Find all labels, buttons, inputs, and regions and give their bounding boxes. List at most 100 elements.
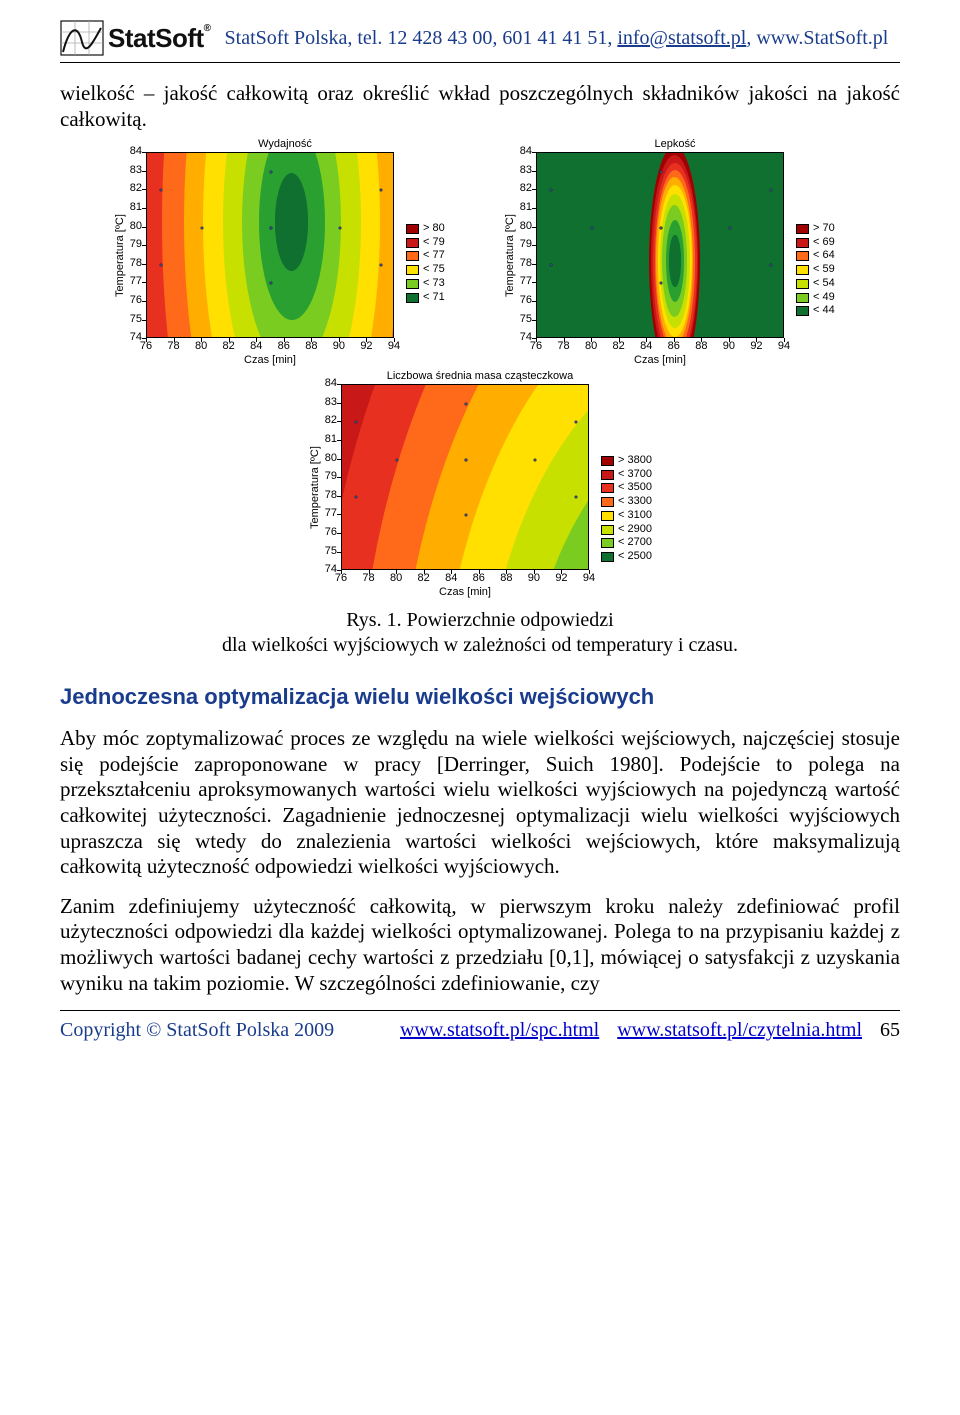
x-axis-label: Czas [min] <box>634 354 686 366</box>
y-axis-label: Temperatura [ºC] <box>114 214 126 297</box>
data-marker <box>660 170 663 173</box>
x-tick: 78 <box>167 341 179 352</box>
legend-swatch <box>796 224 809 234</box>
y-tick: 84 <box>315 378 337 389</box>
y-tick: 82 <box>120 183 142 194</box>
data-marker <box>338 226 341 229</box>
data-marker <box>159 263 162 266</box>
legend-label: < 59 <box>813 263 835 277</box>
footer-link-spc[interactable]: www.statsoft.pl/spc.html <box>400 1019 599 1042</box>
y-tick: 81 <box>120 202 142 213</box>
x-tick: 78 <box>362 573 374 584</box>
y-tick: 84 <box>120 146 142 157</box>
y-tick: 81 <box>315 434 337 445</box>
page-header: StatSoft® StatSoft Polska, tel. 12 428 4… <box>60 20 900 56</box>
x-tick: 84 <box>250 341 262 352</box>
x-tick: 90 <box>333 341 345 352</box>
legend-swatch <box>406 251 419 261</box>
legend-label: < 3300 <box>618 495 652 509</box>
page-number: 65 <box>880 1019 900 1042</box>
chart-lepkosc: Lepkość747576777879808182838476788082848… <box>494 138 856 368</box>
x-tick: 76 <box>140 341 152 352</box>
data-marker <box>270 170 273 173</box>
legend-swatch <box>601 538 614 548</box>
legend-label: < 77 <box>423 249 445 263</box>
x-tick: 80 <box>195 341 207 352</box>
legend-swatch <box>601 552 614 562</box>
x-tick: 94 <box>583 573 595 584</box>
x-tick: 88 <box>695 341 707 352</box>
header-rule <box>60 62 900 63</box>
data-marker <box>380 189 383 192</box>
x-tick: 88 <box>305 341 317 352</box>
header-email-link[interactable]: info@statsoft.pl <box>617 27 746 49</box>
y-tick: 74 <box>120 332 142 343</box>
legend-swatch <box>796 251 809 261</box>
legend-swatch <box>796 279 809 289</box>
x-tick: 88 <box>500 573 512 584</box>
paragraph-2: Zanim zdefiniujemy użyteczność całkowitą… <box>60 894 900 996</box>
legend-swatch <box>406 293 419 303</box>
chart-title: Wydajność <box>104 138 466 150</box>
x-tick: 84 <box>445 573 457 584</box>
data-marker <box>770 263 773 266</box>
chart-masa-czasteczkowa: Liczbowa średnia masa cząsteczkowa747576… <box>299 370 661 600</box>
data-marker <box>575 421 578 424</box>
legend-label: < 73 <box>423 277 445 291</box>
header-contact: StatSoft Polska, tel. 12 428 43 00, 601 … <box>225 27 889 50</box>
legend-swatch <box>796 293 809 303</box>
legend-label: < 2500 <box>618 550 652 564</box>
data-marker <box>465 514 468 517</box>
logo-curve-icon <box>60 20 104 56</box>
contour-plot <box>341 384 589 570</box>
data-marker <box>396 458 399 461</box>
y-tick: 83 <box>510 165 532 176</box>
legend-swatch <box>796 238 809 248</box>
data-marker <box>159 189 162 192</box>
y-tick: 75 <box>510 314 532 325</box>
y-tick: 82 <box>315 415 337 426</box>
legend-label: > 70 <box>813 222 835 236</box>
legend-swatch <box>601 456 614 466</box>
y-tick: 84 <box>510 146 532 157</box>
y-tick: 83 <box>120 165 142 176</box>
x-tick: 92 <box>555 573 567 584</box>
legend-swatch <box>406 224 419 234</box>
data-marker <box>270 226 273 229</box>
legend-swatch <box>796 306 809 316</box>
data-marker <box>575 495 578 498</box>
x-tick: 76 <box>530 341 542 352</box>
y-tick: 82 <box>510 183 532 194</box>
legend-label: < 3700 <box>618 468 652 482</box>
page-footer: Copyright © StatSoft Polska 2009 www.sta… <box>60 1019 900 1042</box>
chart-legend: > 70< 69< 64< 59< 54< 49< 44 <box>796 222 835 318</box>
x-tick: 80 <box>585 341 597 352</box>
y-axis-label: Temperatura [ºC] <box>309 446 321 529</box>
data-marker <box>270 282 273 285</box>
paragraph-1: Aby móc zoptymalizować proces ze względu… <box>60 726 900 880</box>
y-axis-label: Temperatura [ºC] <box>504 214 516 297</box>
legend-swatch <box>796 265 809 275</box>
chart-title: Lepkość <box>494 138 856 150</box>
legend-label: < 54 <box>813 277 835 291</box>
legend-label: < 3500 <box>618 481 652 495</box>
x-tick: 80 <box>390 573 402 584</box>
figure-caption: Rys. 1. Powierzchnie odpowiedzi dla wiel… <box>60 608 900 658</box>
data-marker <box>728 226 731 229</box>
legend-label: < 79 <box>423 236 445 250</box>
chart-legend: > 3800< 3700< 3500< 3300< 3100< 2900< 27… <box>601 454 652 564</box>
x-tick: 82 <box>613 341 625 352</box>
x-tick: 82 <box>223 341 235 352</box>
footer-link-czytelnia[interactable]: www.statsoft.pl/czytelnia.html <box>617 1019 862 1042</box>
y-tick: 81 <box>510 202 532 213</box>
contour-plot <box>536 152 784 338</box>
chart-legend: > 80< 79< 77< 75< 73< 71 <box>406 222 445 305</box>
logo-text: StatSoft® <box>108 23 211 54</box>
legend-label: < 2900 <box>618 523 652 537</box>
x-axis-label: Czas [min] <box>439 586 491 598</box>
legend-swatch <box>601 497 614 507</box>
data-marker <box>549 189 552 192</box>
footer-rule <box>60 1010 900 1011</box>
x-axis-label: Czas [min] <box>244 354 296 366</box>
legend-swatch <box>406 265 419 275</box>
